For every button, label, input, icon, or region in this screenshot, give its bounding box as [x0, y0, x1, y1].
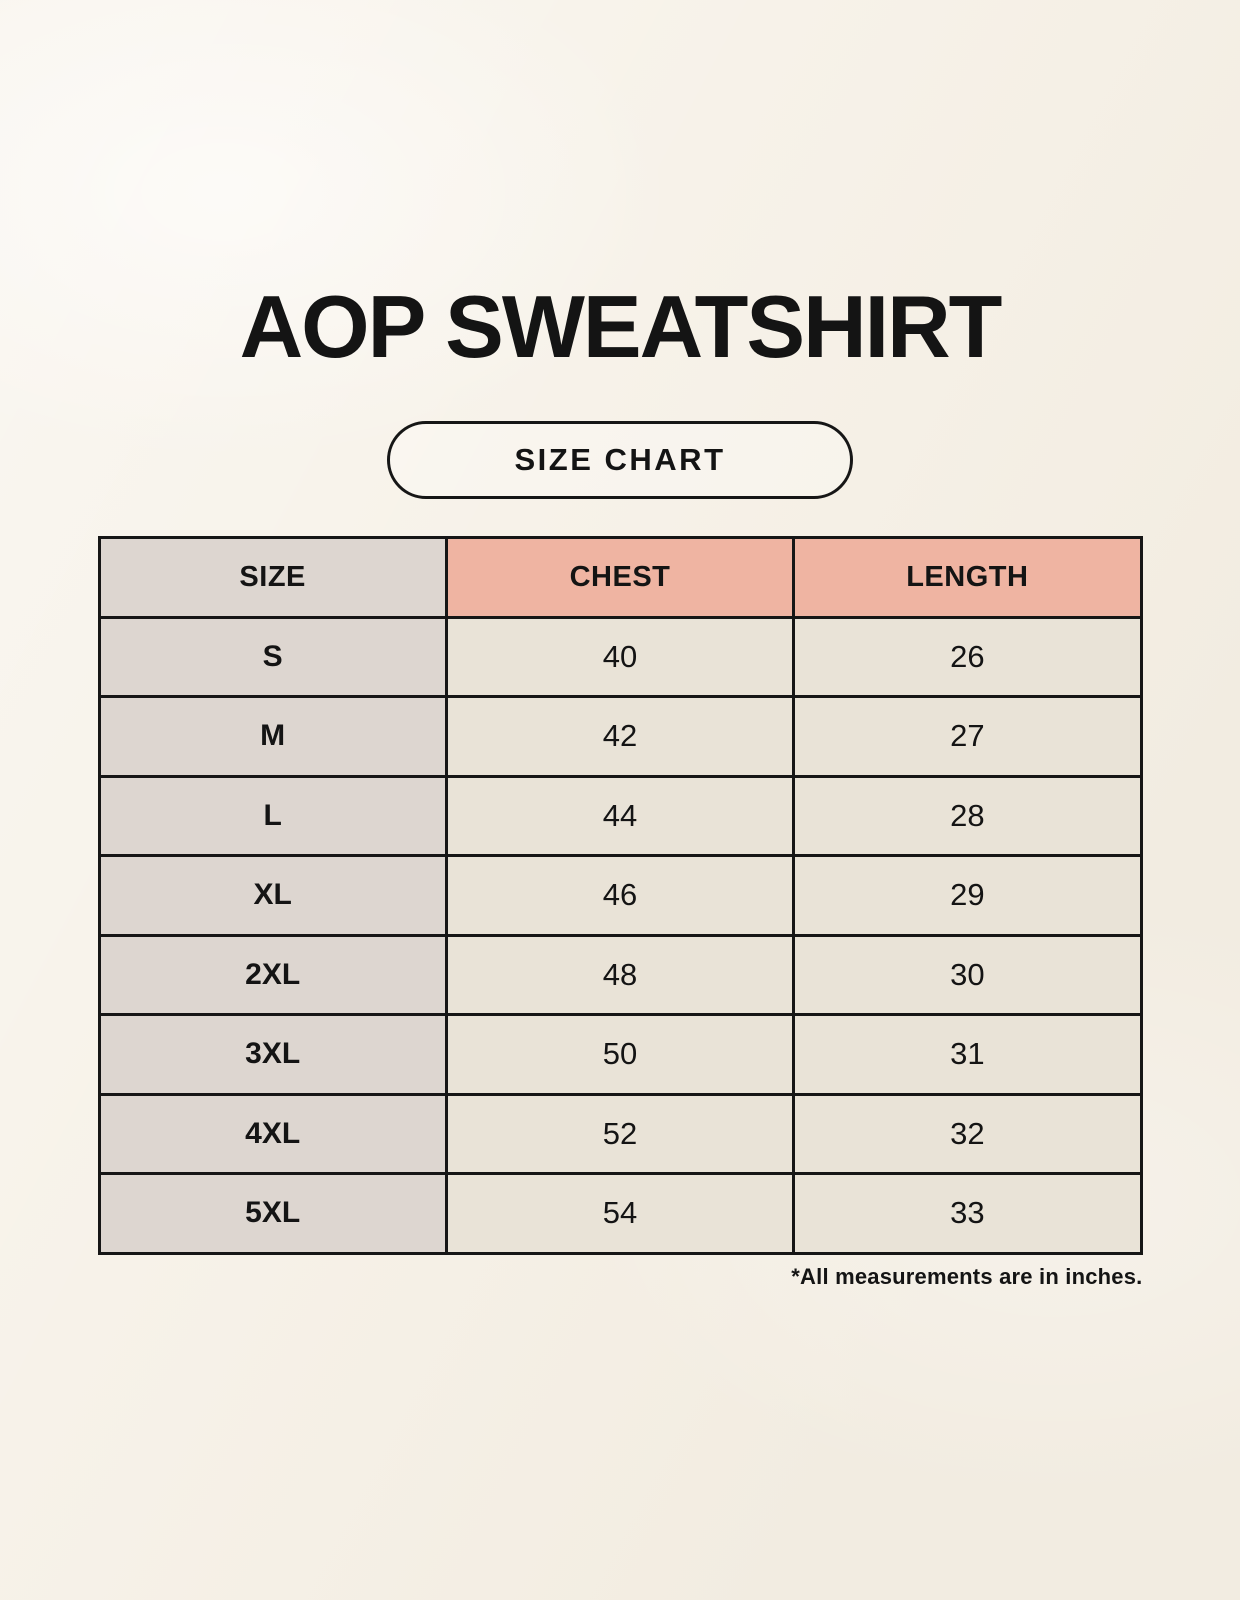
page-title: AOP SWEATSHIRT: [239, 277, 1003, 376]
table-row: 2XL 48 30: [97, 933, 1143, 1016]
size-cell: S: [97, 615, 448, 698]
length-cell: 31: [792, 1013, 1143, 1096]
table-header-row: SIZE CHEST LENGTH: [97, 536, 1143, 619]
chest-cell: 44: [444, 774, 796, 857]
chest-cell: 54: [444, 1172, 796, 1255]
measurements-footnote: *All measurements are in inches.: [791, 1263, 1143, 1289]
table-row: M 42 27: [97, 695, 1143, 778]
column-header-length: LENGTH: [792, 536, 1143, 619]
chest-cell: 42: [444, 695, 796, 778]
table-row: L 44 28: [97, 774, 1143, 857]
length-cell: 26: [792, 615, 1143, 698]
length-cell: 30: [792, 933, 1143, 1016]
chest-cell: 50: [444, 1013, 796, 1096]
column-header-size: SIZE: [97, 536, 448, 619]
column-header-chest: CHEST: [444, 536, 796, 619]
table-row: 5XL 54 33: [97, 1172, 1143, 1255]
size-cell: M: [97, 695, 448, 778]
length-cell: 32: [792, 1092, 1143, 1175]
size-cell: 3XL: [97, 1013, 448, 1096]
table-header: SIZE CHEST LENGTH: [97, 536, 1143, 619]
size-cell: 5XL: [97, 1172, 448, 1255]
chest-cell: 46: [444, 854, 796, 937]
table-row: S 40 26: [97, 615, 1143, 698]
size-cell: 4XL: [97, 1092, 448, 1175]
table-row: XL 46 29: [97, 854, 1143, 937]
chest-cell: 48: [444, 933, 796, 1016]
length-cell: 28: [792, 774, 1143, 857]
chest-cell: 52: [444, 1092, 796, 1175]
size-cell: L: [97, 774, 448, 857]
length-cell: 29: [792, 854, 1143, 937]
size-chart-table: SIZE CHEST LENGTH S 40 26 M 42 27 L 44 28 XL 46 29 2…: [97, 536, 1143, 1255]
table-body: S 40 26 M 42 27 L 44 28 XL 46 29 2XL 48 30 3XL 50 31 4XL 52…: [97, 615, 1143, 1255]
size-chart-badge-label: SIZE CHART: [514, 442, 726, 477]
size-cell: 2XL: [97, 933, 448, 1016]
table-row: 4XL 52 32: [97, 1092, 1143, 1175]
table-row: 3XL 50 31: [97, 1013, 1143, 1096]
chest-cell: 40: [444, 615, 796, 698]
size-chart-badge: SIZE CHART: [387, 421, 853, 499]
length-cell: 27: [792, 695, 1143, 778]
size-cell: XL: [97, 854, 448, 937]
length-cell: 33: [792, 1172, 1143, 1255]
